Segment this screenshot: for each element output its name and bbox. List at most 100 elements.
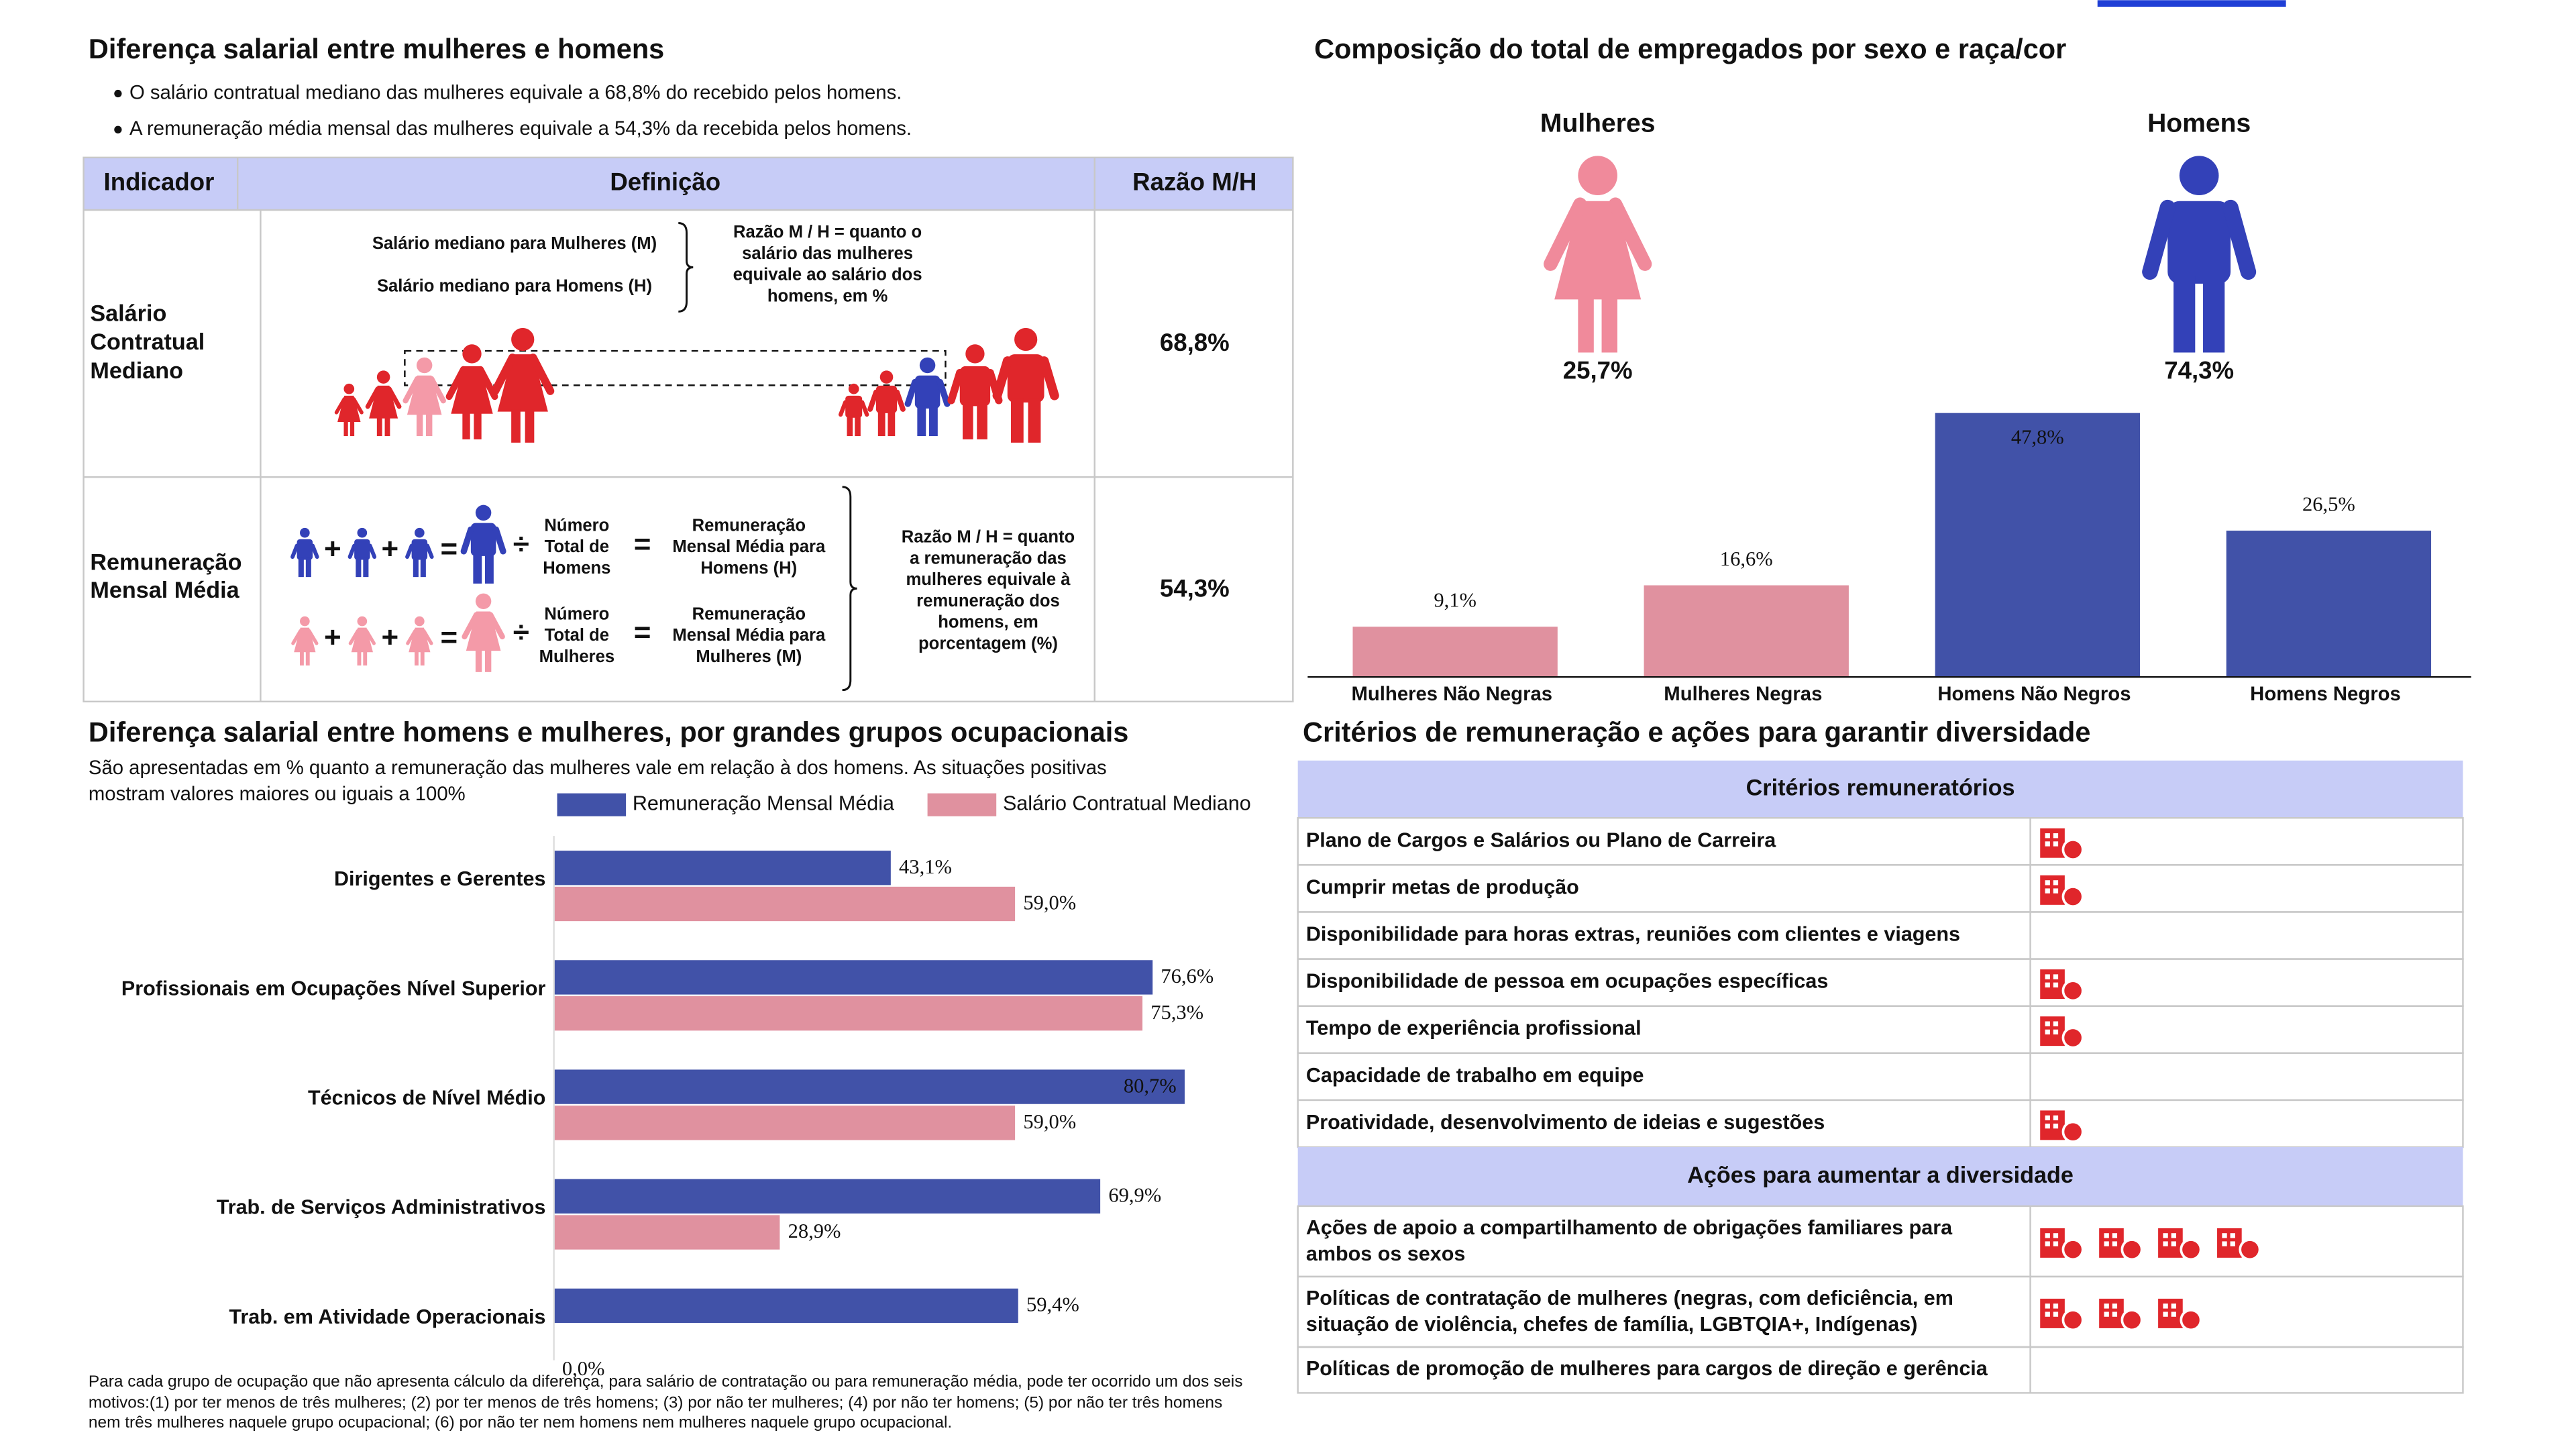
window [2222, 1233, 2227, 1238]
arms [462, 612, 505, 640]
building-icon [2040, 875, 2084, 908]
section-header: Ações para aumentar a diversidade [1687, 1163, 2074, 1188]
leg [2174, 276, 2196, 353]
leg [1578, 295, 1594, 353]
definition-text-line: Total de [545, 626, 609, 645]
bar [1935, 413, 2140, 678]
badge [2180, 1309, 2202, 1332]
bullet-dot [114, 89, 122, 98]
badge [2121, 1309, 2143, 1332]
definition-text: Remuneração Mensal Média para Mulheres (M) [672, 604, 826, 666]
arms [347, 543, 377, 559]
value-label: 59,0% [1023, 892, 1076, 914]
window [2104, 1241, 2109, 1246]
torso [1007, 354, 1044, 402]
man-icon [867, 370, 906, 437]
window [2163, 1303, 2168, 1309]
woman-icon [334, 383, 364, 437]
category-label: Dirigentes e Gerentes [334, 867, 545, 890]
window [2222, 1241, 2227, 1246]
torso [354, 539, 370, 560]
head [415, 616, 425, 627]
leg [356, 557, 362, 578]
woman-icon [348, 616, 376, 666]
dress [451, 366, 493, 414]
indicator-line: Salário [90, 301, 166, 326]
definition-text-line: mulheres equivale à [906, 570, 1071, 589]
definition-text-line: Mensal Média para [672, 626, 826, 645]
footnote-box: Para cada grupo de ocupação que não apre… [89, 1373, 1243, 1432]
window [2053, 1021, 2059, 1026]
window [2045, 1241, 2050, 1246]
arms [1544, 197, 1652, 271]
woman-icon [406, 616, 433, 666]
window [2171, 1311, 2176, 1317]
indicator-line: Contratual [90, 329, 205, 355]
building-icon [2217, 1228, 2261, 1261]
criterion-text: Ações de apoio a compartilhamento de obr… [1306, 1216, 1953, 1265]
definition-text-line: Razão M / H = quanto [902, 527, 1075, 546]
bar [553, 1215, 780, 1250]
value-label: 28,9% [788, 1220, 841, 1242]
bar [2226, 531, 2432, 678]
head [965, 344, 985, 364]
badge [2061, 1120, 2084, 1143]
leg [977, 402, 987, 439]
arms [290, 543, 319, 559]
dress [337, 395, 361, 422]
leg [2203, 276, 2225, 353]
building [2040, 1228, 2065, 1258]
leg [357, 651, 362, 666]
bullet-text: A remuneração média mensal das mulheres … [129, 117, 912, 140]
leg [484, 649, 492, 672]
head [300, 527, 310, 538]
definition-text: Salário mediano para Homens (H) [377, 277, 652, 296]
arms [2142, 199, 2257, 280]
badge [2061, 885, 2084, 908]
leg [413, 557, 419, 578]
value-label: 76,6% [1161, 965, 1214, 987]
head [416, 357, 433, 374]
window [2053, 974, 2059, 979]
head [2179, 156, 2219, 195]
bullet-dot [114, 125, 122, 133]
badge [2061, 839, 2084, 861]
section-header-bg [1297, 760, 2463, 818]
legend-swatch [557, 793, 627, 816]
building-icon [2040, 1298, 2084, 1332]
category-label: Trab. em Atividade Operacionais [229, 1305, 545, 1328]
torso [875, 385, 898, 413]
indicator-line: Mensal Média [90, 578, 239, 603]
value-label: 80,7% [1124, 1074, 1177, 1097]
window [2053, 888, 2059, 894]
torso [845, 395, 863, 418]
section-header: Critérios remuneratórios [1746, 775, 2015, 801]
criterion-text-line: situação de violência, chefes de família… [1306, 1313, 1917, 1336]
bar [553, 1288, 1018, 1324]
window [2112, 1311, 2118, 1317]
indicator-line: Mediano [90, 358, 183, 384]
head [462, 344, 482, 364]
leg [473, 553, 482, 584]
leg [888, 410, 896, 437]
building-icon [2040, 1228, 2084, 1261]
man-icon [405, 527, 434, 578]
arms [491, 354, 555, 395]
definition-text: Razão M / H = quanto o salário das mulher… [733, 223, 922, 305]
dress [497, 354, 548, 412]
torso [959, 366, 991, 407]
window [2171, 1233, 2176, 1238]
table-header: Definição [610, 168, 720, 196]
head [1578, 156, 1617, 195]
definition-text-line: Número [544, 516, 609, 535]
definition-text-line: homens, em [938, 612, 1038, 631]
value-label: 69,9% [1108, 1183, 1161, 1206]
window [2045, 982, 2050, 987]
woman-icon [491, 327, 555, 443]
definition-text-line: Remuneração [692, 604, 806, 623]
building [2217, 1228, 2242, 1258]
building-icon [2040, 1016, 2084, 1049]
criterion-text-line: Políticas de promoção de mulheres para c… [1306, 1357, 1988, 1380]
woman-icon [402, 357, 446, 437]
